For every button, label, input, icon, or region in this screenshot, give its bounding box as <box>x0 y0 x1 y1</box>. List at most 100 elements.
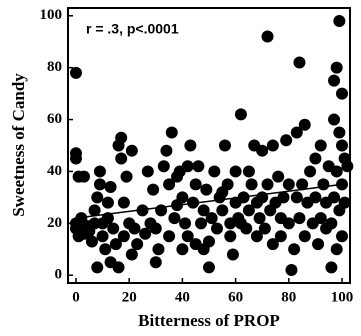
point <box>203 261 215 274</box>
point <box>312 238 325 251</box>
point <box>242 165 255 178</box>
point <box>336 139 349 152</box>
point <box>168 212 181 225</box>
point <box>141 165 154 178</box>
point <box>107 222 120 235</box>
point <box>290 191 303 204</box>
point <box>93 178 106 191</box>
point <box>256 191 269 204</box>
point <box>88 204 101 217</box>
point <box>181 230 194 243</box>
point <box>224 230 237 243</box>
point <box>163 178 176 191</box>
point <box>330 165 343 178</box>
x-tick-label: 60 <box>228 289 243 305</box>
x-tick-label: 20 <box>122 289 137 305</box>
point <box>160 144 173 157</box>
point <box>91 191 104 204</box>
x-tick-label: 100 <box>331 289 354 305</box>
point <box>192 160 205 173</box>
point <box>328 113 341 126</box>
point <box>314 139 327 152</box>
annotation: r = .3, p<.0001 <box>86 21 179 37</box>
point <box>282 217 295 230</box>
point <box>205 212 218 225</box>
point <box>101 196 114 209</box>
point <box>282 178 295 191</box>
trend-line <box>75 183 343 219</box>
y-tick-label: 60 <box>47 111 62 127</box>
point <box>317 178 330 191</box>
y-axis-label: Sweetness of Candy <box>9 73 28 217</box>
x-tick-label: 0 <box>72 289 80 305</box>
point <box>298 230 311 243</box>
point <box>229 165 242 178</box>
y-tick-label: 80 <box>47 59 62 75</box>
point <box>336 230 349 243</box>
point <box>309 191 322 204</box>
point <box>240 222 253 235</box>
point <box>293 56 306 69</box>
point <box>115 131 128 144</box>
point <box>208 165 221 178</box>
point <box>333 14 346 27</box>
point <box>99 243 112 256</box>
point <box>179 217 192 230</box>
point <box>325 261 338 274</box>
point <box>298 118 311 131</box>
point <box>309 152 322 165</box>
point <box>328 74 341 87</box>
point <box>120 170 133 183</box>
point <box>189 178 202 191</box>
point <box>176 243 189 256</box>
point <box>261 30 274 43</box>
point <box>125 248 138 261</box>
point <box>277 191 290 204</box>
point <box>266 238 279 251</box>
plot-frame <box>67 7 351 284</box>
point <box>163 230 176 243</box>
point <box>109 238 122 251</box>
point <box>325 217 338 230</box>
x-axis-label: Bitterness of PROP <box>138 311 280 330</box>
point <box>285 264 298 277</box>
point <box>104 181 117 194</box>
point <box>253 212 266 225</box>
point <box>176 191 189 204</box>
point <box>330 243 343 256</box>
point <box>85 235 98 248</box>
point <box>117 196 130 209</box>
point <box>272 170 285 183</box>
point <box>77 170 90 183</box>
point <box>96 230 109 243</box>
point <box>139 227 152 240</box>
point <box>293 212 306 225</box>
point <box>147 183 160 196</box>
point <box>197 204 210 217</box>
point <box>152 243 165 256</box>
point <box>330 61 343 74</box>
point <box>341 160 354 173</box>
point <box>338 196 351 209</box>
point <box>149 222 162 235</box>
point <box>296 178 309 191</box>
point <box>328 191 341 204</box>
point <box>242 204 255 217</box>
point <box>221 178 234 191</box>
point <box>261 178 274 191</box>
point <box>274 230 287 243</box>
point <box>250 230 263 243</box>
point <box>203 235 215 248</box>
point <box>280 134 293 147</box>
y-tick-label: 100 <box>40 7 63 23</box>
x-tick-label: 40 <box>175 289 190 305</box>
point <box>218 139 231 152</box>
point <box>93 165 106 178</box>
point <box>200 183 213 196</box>
point <box>69 152 82 165</box>
point <box>304 165 317 178</box>
point <box>234 108 247 121</box>
point <box>131 238 144 251</box>
point <box>181 160 194 173</box>
